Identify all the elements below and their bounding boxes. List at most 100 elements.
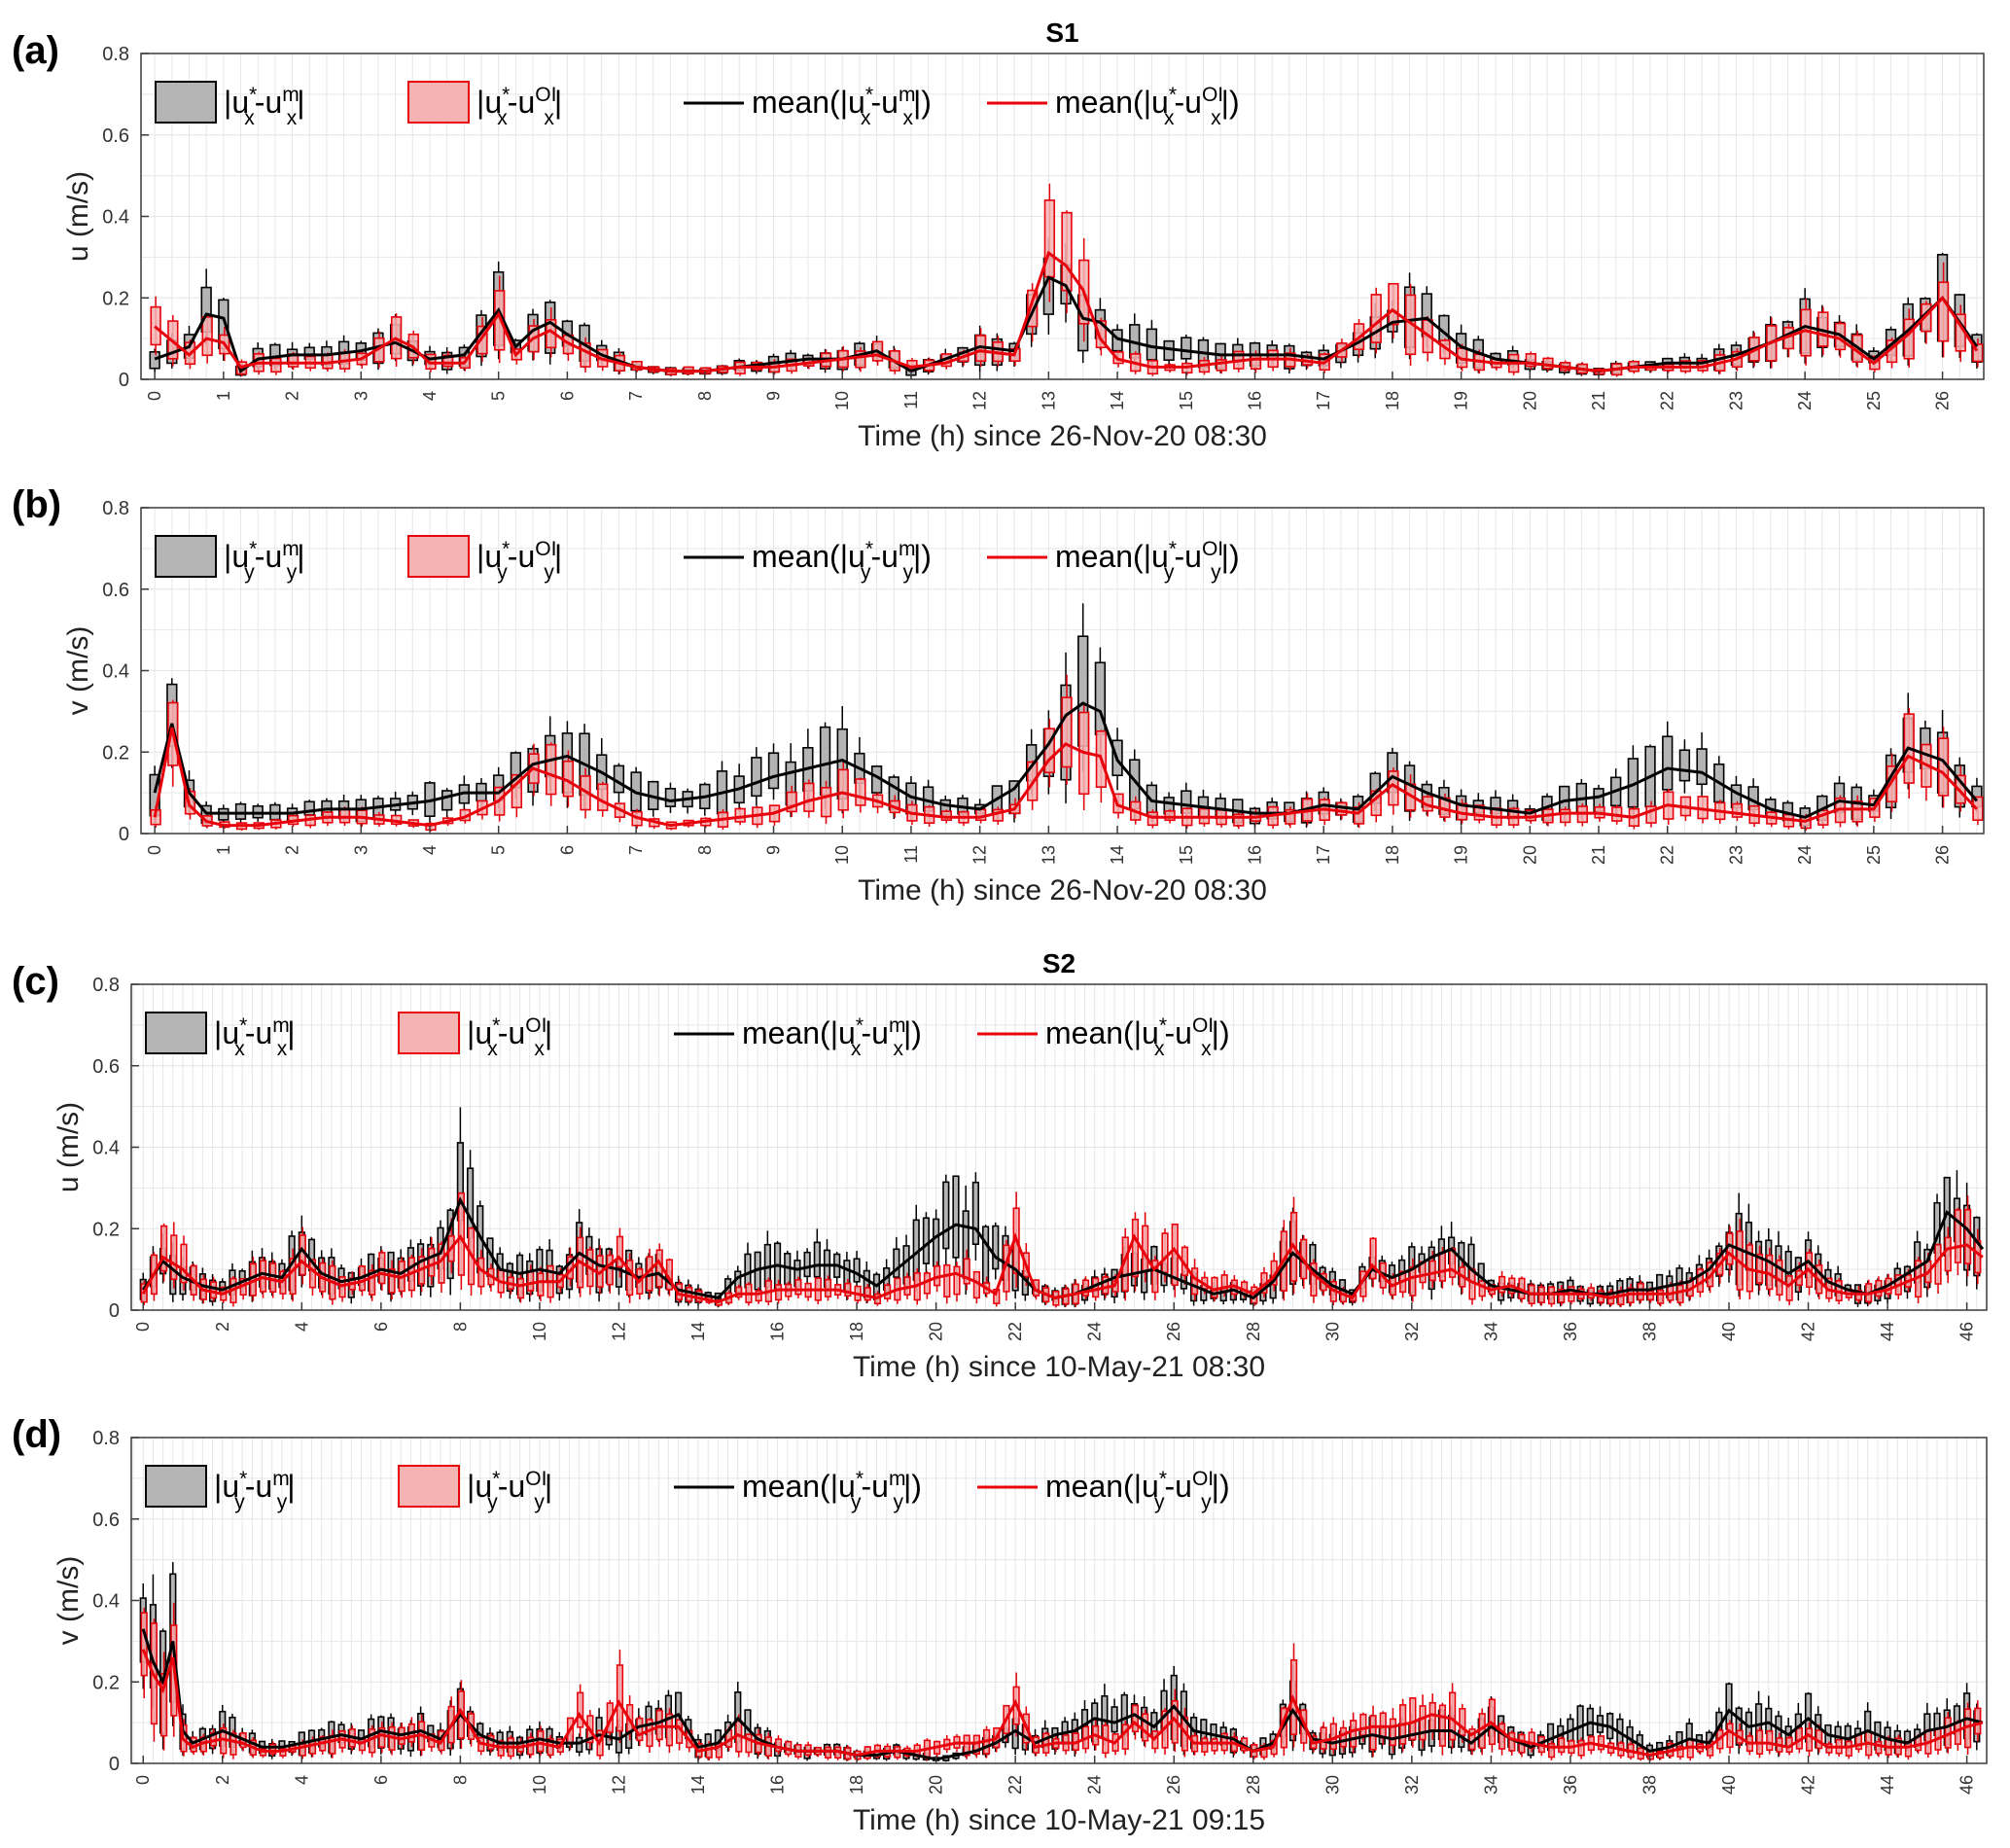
- legend-label-part: *: [249, 84, 257, 106]
- box-oi: [1164, 810, 1176, 822]
- box-oi: [1369, 1237, 1377, 1280]
- box-oi: [943, 1263, 951, 1297]
- y-tick-label: 0.2: [102, 742, 129, 764]
- legend-label-part: |: [554, 539, 562, 574]
- box-oi: [1731, 802, 1744, 818]
- box-oi: [476, 325, 488, 355]
- box-oi: [369, 1269, 376, 1296]
- x-tick-label: 7: [626, 391, 646, 401]
- y-tick-label: 0.2: [92, 1219, 120, 1240]
- x-tick-label: 5: [489, 391, 509, 401]
- box-oi: [1449, 1691, 1457, 1741]
- box-oi: [1191, 1267, 1199, 1296]
- y-tick-label: 0.4: [102, 207, 129, 229]
- x-tick-label: 32: [1402, 1322, 1422, 1341]
- box-model: [466, 1167, 475, 1239]
- legend-label-part: -u: [508, 539, 535, 574]
- legend-label-part: |: [287, 1469, 295, 1504]
- x-tick-label: 22: [1658, 845, 1677, 865]
- legend-label-3: mean(|u* x-uOI x|): [1045, 1014, 1230, 1060]
- legend-swatch-oi-box: [398, 1465, 460, 1508]
- x-tick-label: 9: [764, 845, 784, 855]
- x-tick-label: 40: [1719, 1322, 1739, 1341]
- legend-label-part: |): [913, 85, 932, 120]
- legend-swatch-oi-box: [407, 535, 470, 578]
- box-oi: [269, 1262, 277, 1294]
- box-oi: [1131, 1704, 1140, 1733]
- legend-label-part: mean(|u: [752, 85, 865, 120]
- box-model: [971, 1181, 979, 1246]
- x-tick-label: 23: [1726, 391, 1746, 410]
- box-oi: [1854, 1734, 1863, 1751]
- x-tick-label: 4: [292, 1322, 311, 1332]
- legend-label-part: x: [861, 107, 871, 129]
- legend-label-part: y: [497, 561, 508, 584]
- x-tick-label: 4: [420, 845, 440, 855]
- legend-label-part: mean(|u: [1055, 85, 1169, 120]
- x-tick-label: 10: [530, 1775, 549, 1795]
- box-model: [1576, 1705, 1584, 1744]
- legend-label-part: |u: [224, 85, 249, 120]
- box-oi: [794, 1279, 802, 1296]
- series-line-model-mean: [153, 701, 1979, 819]
- y-tick-label: 0.6: [102, 125, 129, 147]
- box-oi: [457, 1191, 465, 1276]
- box-oi: [160, 1225, 168, 1272]
- legend-label-part: |u: [224, 539, 249, 574]
- x-tick-label: 4: [420, 391, 440, 401]
- legend-swatch-model-box: [145, 1012, 207, 1054]
- box-oi: [289, 1258, 297, 1296]
- legend-label-part: *: [492, 1014, 500, 1037]
- legend-label-part: m: [282, 538, 300, 560]
- box-oi: [1851, 800, 1863, 823]
- legend-label-part: y: [244, 561, 255, 584]
- x-tick-label: 42: [1799, 1775, 1818, 1795]
- x-tick-label: 28: [1244, 1322, 1263, 1341]
- x-tick-label: 26: [1164, 1775, 1183, 1795]
- y-tick-label: 0.6: [92, 1056, 120, 1078]
- legend-label-part: y: [1201, 1491, 1212, 1513]
- grid: [131, 1438, 1988, 1763]
- x-tick-label: 22: [1005, 1322, 1025, 1341]
- legend-label-0: |u* x-um x|: [214, 1014, 296, 1060]
- box-oi: [864, 1287, 871, 1301]
- x-tick-label: 11: [901, 391, 921, 409]
- legend: |u* y-um y| |u* y-uOI y| mean(|u* y-um y|) mean(|…: [155, 535, 1240, 584]
- legend-label-2: mean(|u* x-um x|): [752, 84, 932, 129]
- panel-d: 0 2 4 6 8 10 12 14 16 18 20 22 24 26 28 30 32 34 36 38 40 42 4…: [12, 1413, 1988, 1836]
- legend-label-part: m: [889, 1468, 906, 1490]
- legend-swatch-model-box: [155, 81, 217, 124]
- box-oi: [1095, 320, 1108, 349]
- box-model: [813, 1241, 821, 1278]
- box-oi: [1508, 1731, 1516, 1752]
- panel-letter: (b): [12, 483, 61, 526]
- box-oi: [1151, 1260, 1159, 1294]
- legend-label-part: -u: [245, 1015, 272, 1050]
- x-tick-label: 20: [1520, 845, 1539, 865]
- legend-label-part: *: [239, 1468, 247, 1490]
- legend-label-part: -u: [1165, 1469, 1192, 1504]
- x-tick-label: 15: [1177, 845, 1196, 865]
- x-tick-label: 6: [371, 1322, 391, 1332]
- box-oi: [170, 1234, 178, 1281]
- legend-label-1: |u* y-uOI y|: [467, 1468, 552, 1513]
- box-oi: [1233, 813, 1245, 827]
- x-tick-label: 1: [214, 391, 233, 401]
- box-model: [922, 1217, 931, 1264]
- x-tick-label: 20: [1520, 391, 1539, 410]
- x-tick-label: 21: [1589, 845, 1608, 865]
- legend-label-part: m: [272, 1014, 290, 1037]
- legend-swatch-model-box: [155, 535, 217, 578]
- x-tick-label: 8: [695, 845, 715, 855]
- legend-label-part: y: [1211, 561, 1221, 584]
- legend-label-part: *: [865, 84, 873, 106]
- x-tick-label: 24: [1085, 1322, 1105, 1341]
- box-oi: [1061, 211, 1073, 292]
- x-tick-label: 14: [688, 1322, 708, 1341]
- legend-label-part: y: [544, 561, 554, 584]
- box-oi: [1359, 1713, 1367, 1736]
- x-tick-label: 10: [832, 845, 852, 865]
- legend-label-part: y: [534, 1491, 545, 1513]
- legend-label-part: |: [545, 1469, 552, 1504]
- legend-swatch-oi-box: [407, 81, 470, 124]
